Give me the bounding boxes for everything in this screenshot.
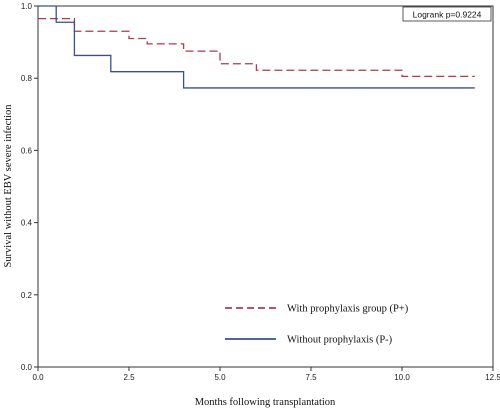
y-tick-label: 0.0 bbox=[21, 363, 33, 372]
x-axis-title: Months following transplantation bbox=[195, 397, 336, 408]
x-tick-label: 10.0 bbox=[394, 373, 410, 382]
km-step-line-without-prophylaxis bbox=[38, 5, 475, 89]
plot-frame bbox=[37, 5, 494, 368]
legend-label-without-prophylaxis: Without prophylaxis (P-) bbox=[287, 335, 393, 346]
x-tick-label: 0.0 bbox=[32, 373, 44, 382]
y-tick-label: 0.4 bbox=[21, 219, 33, 228]
series-layer bbox=[38, 5, 475, 89]
y-tick-label: 1.0 bbox=[21, 2, 33, 11]
x-tick-label: 2.5 bbox=[123, 373, 135, 382]
x-axis-ticks: 0.0 2.5 5.0 7.5 10.0 12.5 bbox=[32, 367, 500, 382]
y-tick-label: 0.6 bbox=[21, 146, 33, 155]
y-tick-label: 0.8 bbox=[21, 74, 33, 83]
y-tick-label: 0.2 bbox=[21, 291, 33, 300]
y-axis-title: Survival without EBV severe infection bbox=[3, 104, 14, 268]
km-step-line-with-prophylaxis bbox=[38, 17, 475, 78]
logrank-annotation: Logrank p=0.9224 bbox=[402, 6, 492, 22]
annotation-box bbox=[402, 6, 492, 22]
x-tick-label: 12.5 bbox=[485, 373, 500, 382]
legend-label-with-prophylaxis: With prophylaxis group (P+) bbox=[287, 304, 409, 315]
x-tick-label: 7.5 bbox=[305, 373, 317, 382]
annotation-text: Logrank p=0.9224 bbox=[413, 10, 482, 20]
legend: With prophylaxis group (P+) Without prop… bbox=[225, 304, 409, 346]
x-tick-label: 5.0 bbox=[214, 373, 226, 382]
y-axis-ticks: 0.0 0.2 0.4 0.6 0.8 1.0 bbox=[21, 2, 38, 372]
